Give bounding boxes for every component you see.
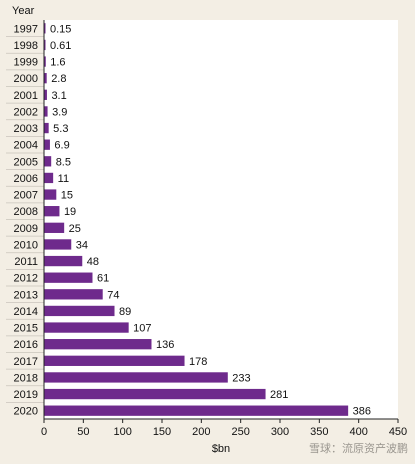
y-tick-label: 2016 bbox=[14, 339, 38, 351]
bar-2020 bbox=[44, 405, 349, 416]
y-tick-label: 2012 bbox=[14, 273, 38, 285]
x-axis: 0 50 100 150 200 250 300 350 400 450 bbox=[41, 20, 407, 438]
y-tick-label: 1997 bbox=[14, 23, 38, 35]
value-label: 25 bbox=[69, 223, 81, 235]
value-label: 233 bbox=[232, 372, 250, 384]
value-label: 0.15 bbox=[50, 23, 71, 35]
bar-2013 bbox=[44, 289, 103, 300]
bar-2006 bbox=[44, 172, 54, 184]
value-label: 5.3 bbox=[53, 123, 68, 135]
value-label: 48 bbox=[87, 256, 99, 268]
bar-2016 bbox=[44, 339, 152, 350]
y-tick-label: 2009 bbox=[14, 223, 38, 235]
bar-2012 bbox=[44, 272, 93, 283]
x-tick-label: 300 bbox=[271, 426, 289, 438]
value-label: 6.9 bbox=[54, 140, 69, 152]
y-tick-label: 2005 bbox=[14, 156, 38, 168]
value-label: 0.61 bbox=[50, 40, 71, 52]
y-tick-labels: 1997 1998 1999 2000 2001 2002 2003 2004 2005 2006… bbox=[6, 23, 44, 418]
value-labels: 0.15 0.61 1.6 2.8 3.1 3.9 5.3 6.9 8.5 11 15 19 25 34 4… bbox=[50, 23, 371, 417]
x-tick-label: 100 bbox=[113, 426, 131, 438]
value-label: 386 bbox=[353, 406, 371, 418]
bar-2009 bbox=[44, 222, 65, 233]
y-tick-label: 2011 bbox=[14, 256, 38, 268]
value-label: 74 bbox=[107, 289, 119, 301]
y-axis-title: Year bbox=[12, 5, 35, 17]
y-tick-label: 2015 bbox=[14, 323, 38, 335]
plot-area bbox=[44, 20, 398, 419]
value-label: 61 bbox=[97, 273, 109, 285]
x-tick-label: 50 bbox=[77, 426, 89, 438]
value-label: 2.8 bbox=[51, 73, 66, 85]
bar-2001 bbox=[44, 89, 47, 100]
y-tick-label: 2001 bbox=[14, 90, 38, 102]
x-axis-title: $bn bbox=[212, 443, 230, 455]
y-tick-label: 1999 bbox=[14, 57, 38, 69]
watermark-text: 雪球：流原资产波鹏 bbox=[309, 441, 408, 455]
bar-2004 bbox=[44, 139, 50, 150]
bar-2018 bbox=[44, 372, 228, 383]
y-tick-label: 1998 bbox=[14, 40, 38, 52]
y-tick-label: 2010 bbox=[14, 239, 38, 251]
y-tick-label: 2008 bbox=[14, 206, 38, 218]
x-tick-label: 400 bbox=[349, 426, 367, 438]
y-tick-label: 2006 bbox=[14, 173, 38, 185]
y-tick-label: 2000 bbox=[14, 73, 38, 85]
bar-2002 bbox=[44, 106, 48, 117]
bar-2014 bbox=[44, 305, 115, 317]
value-label: 19 bbox=[64, 206, 76, 218]
y-tick-label: 2004 bbox=[14, 140, 38, 152]
value-label: 178 bbox=[189, 356, 207, 368]
y-tick-label: 2020 bbox=[14, 406, 38, 418]
y-tick-label: 2013 bbox=[14, 289, 38, 301]
x-tick-label: 350 bbox=[310, 426, 328, 438]
bar-2011 bbox=[44, 255, 83, 267]
value-label: 8.5 bbox=[56, 156, 71, 168]
y-tick-label: 2017 bbox=[14, 356, 38, 368]
bar-2019 bbox=[44, 388, 266, 400]
x-tick-label: 200 bbox=[192, 426, 210, 438]
y-tick-label: 2018 bbox=[14, 372, 38, 384]
bar-2015 bbox=[44, 322, 129, 333]
bar-2003 bbox=[44, 122, 49, 134]
value-label: 15 bbox=[61, 190, 73, 202]
bar-2008 bbox=[44, 206, 60, 217]
value-label: 281 bbox=[270, 389, 288, 401]
bar-2017 bbox=[44, 355, 185, 366]
bar-2005 bbox=[44, 156, 52, 167]
bar-2000 bbox=[44, 73, 47, 84]
y-tick-label: 2019 bbox=[14, 389, 38, 401]
value-label: 3.1 bbox=[51, 90, 66, 102]
bar-2010 bbox=[44, 239, 72, 250]
value-label: 107 bbox=[133, 323, 151, 335]
y-tick-label: 2002 bbox=[14, 106, 38, 118]
x-tick-label: 450 bbox=[389, 426, 407, 438]
value-label: 89 bbox=[119, 306, 131, 318]
y-tick-label: 2007 bbox=[14, 190, 38, 202]
x-tick-label: 250 bbox=[231, 426, 249, 438]
bars-group bbox=[44, 23, 349, 416]
bar-2007 bbox=[44, 189, 57, 200]
value-label: 11 bbox=[58, 173, 69, 185]
value-label: 1.6 bbox=[50, 57, 65, 69]
value-label: 136 bbox=[156, 339, 174, 351]
y-tick-label: 2014 bbox=[14, 306, 38, 318]
bar-1997 bbox=[44, 23, 46, 34]
x-tick-label: 150 bbox=[153, 426, 171, 438]
value-label: 34 bbox=[76, 239, 88, 251]
value-label: 3.9 bbox=[52, 106, 67, 118]
y-tick-label: 2003 bbox=[14, 123, 38, 135]
bar-1999 bbox=[44, 56, 46, 67]
bar-1998 bbox=[44, 39, 46, 51]
x-tick-label: 0 bbox=[41, 426, 47, 438]
